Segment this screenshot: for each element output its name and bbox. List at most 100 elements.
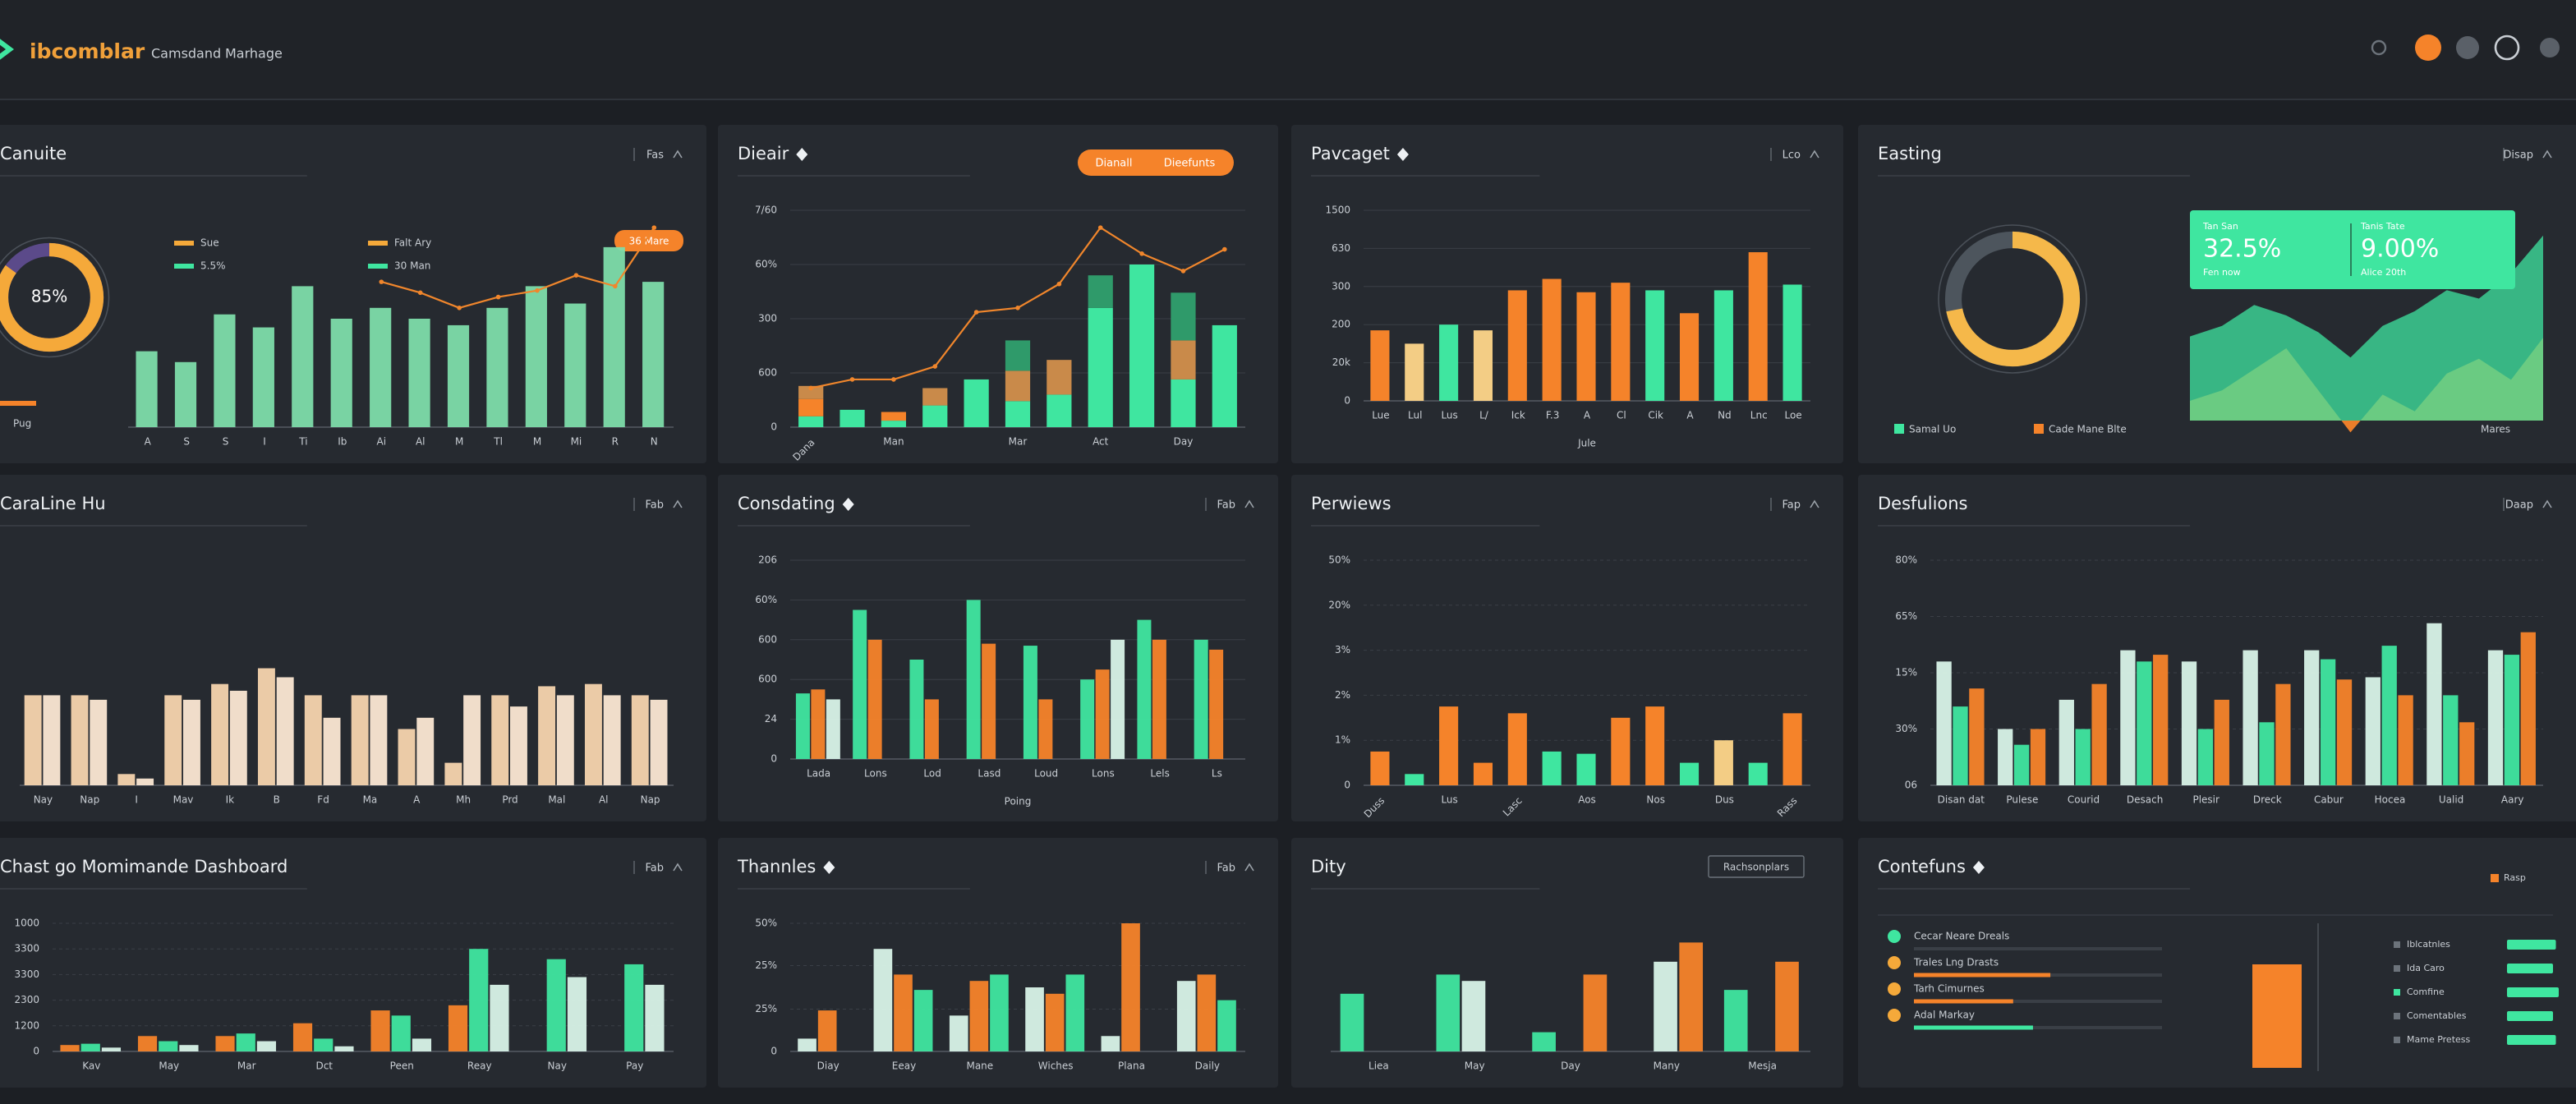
bar-segment: [1212, 324, 1237, 427]
x-tick-label: Lada: [807, 768, 830, 780]
x-tick-label: Lue: [1372, 410, 1389, 421]
collapse-icon[interactable]: [673, 862, 683, 872]
bar: [1194, 639, 1208, 759]
legend-swatch: [174, 241, 194, 246]
panel-menu[interactable]: Fab: [645, 499, 664, 512]
search-icon[interactable]: [2371, 39, 2387, 56]
bar-segment: [1046, 360, 1072, 395]
bar-segment: [964, 379, 989, 427]
bar: [624, 964, 644, 1051]
collapse-icon[interactable]: [2542, 499, 2552, 508]
kpi-label: Tan San: [2202, 221, 2238, 232]
panel-menu[interactable]: Lco: [1782, 150, 1801, 162]
x-tick-label: M: [455, 436, 463, 448]
bar: [1532, 1032, 1556, 1051]
x-tick-label: Dct: [315, 1060, 333, 1072]
item-label: Adal Markay: [1914, 1010, 1975, 1021]
panel: [0, 838, 706, 1088]
y-tick-label: 1%: [1335, 734, 1350, 746]
trend-point: [1015, 306, 1020, 310]
panel-title: Contefuns: [1878, 857, 1966, 876]
bar: [211, 683, 229, 785]
settings-icon[interactable]: [2456, 36, 2479, 59]
collapse-icon[interactable]: [2542, 150, 2552, 159]
profile-icon[interactable]: [2494, 34, 2520, 61]
x-tick-label: Mh: [456, 794, 471, 806]
bar: [1405, 774, 1424, 785]
panel-menu[interactable]: Fas: [646, 150, 664, 162]
y-tick-label: 1200: [14, 1019, 39, 1031]
bar: [370, 695, 388, 785]
panel-menu[interactable]: Fab: [645, 862, 664, 875]
bar: [538, 686, 556, 785]
button-label[interactable]: 36 Mare: [629, 236, 669, 247]
bar: [1714, 290, 1733, 401]
trend-point: [1180, 269, 1186, 274]
notification-icon[interactable]: [2415, 34, 2441, 61]
menu-icon[interactable]: [2540, 38, 2560, 58]
x-tick-label: Plesir: [2192, 794, 2220, 806]
collapse-icon[interactable]: [673, 499, 683, 508]
item-icon: [1888, 982, 1901, 996]
bar: [2504, 655, 2520, 785]
bar: [2252, 964, 2302, 1068]
button-label[interactable]: Dieefunts: [1164, 158, 1216, 170]
bar: [398, 729, 416, 785]
button[interactable]: [1708, 855, 1805, 878]
x-tick-label: Tl: [493, 436, 503, 448]
x-tick-label: Aos: [1578, 794, 1596, 806]
bar-segment: [922, 388, 948, 406]
bar: [1473, 762, 1493, 785]
button-label[interactable]: Rachsonplars: [1723, 862, 1789, 873]
panel-title: CaraLine Hu: [0, 494, 106, 513]
collapse-icon[interactable]: [1244, 862, 1254, 872]
x-tick-label: L/: [1479, 410, 1489, 421]
button-label[interactable]: Dianall: [1095, 158, 1132, 170]
bar: [90, 699, 108, 785]
x-tick-label: Aary: [2501, 794, 2524, 806]
y-tick-label: 3300: [14, 968, 39, 980]
y-tick-label: 2%: [1335, 689, 1350, 701]
side-label: Mame Pretess: [2407, 1034, 2471, 1045]
bar: [136, 351, 158, 427]
bar: [2381, 646, 2397, 785]
collapse-icon[interactable]: [1810, 499, 1819, 508]
panel-menu[interactable]: Disap: [2503, 150, 2533, 162]
panel-title: Canuite: [0, 144, 67, 163]
collapse-icon[interactable]: [1244, 499, 1254, 508]
bar: [873, 949, 893, 1051]
legend-swatch: [368, 264, 388, 269]
bar: [2013, 744, 2030, 785]
x-tick-label: Pay: [626, 1060, 643, 1072]
collapse-icon[interactable]: [1810, 150, 1819, 159]
bar: [1782, 713, 1802, 785]
y-tick-label: 60%: [755, 594, 777, 605]
y-tick-label: 7/60: [755, 205, 777, 216]
panel-menu[interactable]: Fap: [1782, 499, 1801, 512]
nav-link[interactable]: Marhage: [225, 46, 283, 62]
y-tick-label: 24: [765, 713, 777, 724]
brand[interactable]: ibcomblar: [30, 39, 145, 63]
collapse-icon[interactable]: [673, 150, 683, 159]
side-bar: [2507, 1035, 2556, 1045]
panel-menu[interactable]: Daap: [2505, 499, 2533, 512]
trend-point: [1139, 251, 1144, 256]
bar: [1611, 717, 1631, 785]
bar: [556, 695, 574, 785]
bar: [448, 1005, 468, 1051]
x-tick-label: May: [1465, 1060, 1485, 1072]
button[interactable]: [614, 230, 683, 251]
x-tick-label: A: [1584, 410, 1591, 421]
bar: [1507, 713, 1527, 785]
bar: [1611, 283, 1631, 401]
panel: [1291, 838, 1843, 1088]
legend-swatch: [174, 264, 194, 269]
bar: [463, 695, 481, 785]
bar: [969, 981, 989, 1051]
panel-menu[interactable]: Fab: [1217, 862, 1235, 875]
footnote: Pug: [13, 418, 31, 430]
button-group[interactable]: [1078, 150, 1234, 176]
nav-link[interactable]: Camsdand: [151, 46, 221, 62]
panel-menu[interactable]: Fab: [1217, 499, 1235, 512]
bar: [1576, 292, 1596, 401]
